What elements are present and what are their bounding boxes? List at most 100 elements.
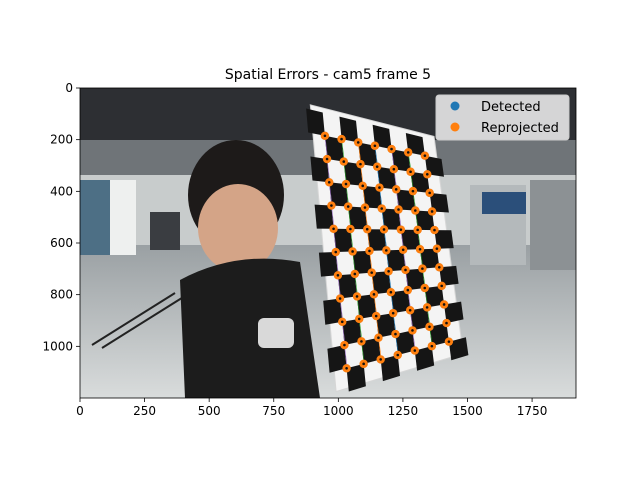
corner-dot <box>368 249 371 253</box>
corner-dot <box>416 228 419 232</box>
x-tick-label: 0 <box>76 404 84 418</box>
legend-label-reprojected: Reprojected <box>481 121 559 136</box>
corner-dot <box>342 160 346 163</box>
x-tick-label: 500 <box>198 404 221 418</box>
board-square <box>396 189 416 211</box>
board-square <box>420 248 440 269</box>
corner-dot <box>414 209 417 212</box>
corner-dot <box>323 134 327 138</box>
corner-dot <box>413 349 417 352</box>
board-square <box>310 156 330 183</box>
board-square <box>414 346 435 371</box>
corner-dot <box>380 207 384 210</box>
board-square <box>386 249 406 272</box>
corner-dot <box>428 325 431 329</box>
corner-dot <box>377 336 380 340</box>
legend-marker-reprojected <box>450 122 460 132</box>
corner-dot <box>437 265 441 269</box>
corner-dot <box>404 268 407 272</box>
x-tick-label: 750 <box>262 404 285 418</box>
x-tick-label: 1500 <box>452 404 483 418</box>
corner-dot <box>423 286 427 290</box>
chart-title: Spatial Errors - cam5 frame 5 <box>225 67 431 83</box>
y-tick-label: 0 <box>65 81 73 95</box>
corner-dot <box>340 137 343 141</box>
y-tick-label: 1000 <box>42 339 73 353</box>
corner-dot <box>428 191 431 195</box>
corner-dot <box>361 184 365 188</box>
corner-dot <box>334 250 338 254</box>
corner-dot <box>356 141 360 144</box>
corner-dot <box>374 314 378 318</box>
corner-dot <box>418 247 422 251</box>
corner-dot <box>399 228 403 231</box>
corner-dot <box>394 332 397 336</box>
corner-dot <box>408 308 412 312</box>
board-square <box>357 294 377 319</box>
corner-dot <box>365 227 369 231</box>
corner-dot <box>396 353 400 357</box>
board-square <box>352 250 372 274</box>
board-square <box>376 313 396 338</box>
corner-dot <box>409 170 412 174</box>
board-square <box>415 210 435 231</box>
corner-dot <box>425 306 429 309</box>
board-square <box>371 271 391 295</box>
board-square <box>318 252 338 277</box>
board-square <box>343 161 363 186</box>
corner-dot <box>406 151 410 154</box>
board-square <box>346 363 366 392</box>
corner-dot <box>394 188 398 191</box>
board-square <box>444 301 464 324</box>
corner-dot <box>346 205 350 208</box>
corner-dot <box>382 228 386 231</box>
x-axis: 0 250 500 750 1000 1250 1500 1750 <box>76 398 547 418</box>
y-tick-label: 800 <box>50 288 73 302</box>
corner-dot <box>390 147 393 151</box>
board-square <box>362 185 382 209</box>
corner-dot <box>385 249 388 252</box>
board-square <box>329 182 349 207</box>
corner-dot <box>340 320 344 324</box>
board-square <box>429 192 449 213</box>
corner-dot <box>447 340 451 343</box>
corner-dot <box>343 343 346 347</box>
board-square <box>306 108 325 136</box>
legend: Detected Reprojected <box>435 94 570 141</box>
board-square <box>395 330 415 355</box>
corner-dot <box>411 189 415 193</box>
corner-dot <box>442 303 446 306</box>
corner-dot <box>440 284 443 288</box>
board-square <box>381 208 401 230</box>
corner-dot <box>397 208 400 211</box>
board-square <box>424 285 445 308</box>
board-square <box>333 228 353 252</box>
board-square <box>337 274 357 299</box>
corner-dot <box>375 165 379 168</box>
corner-dot <box>387 269 390 273</box>
legend-label-detected: Detected <box>481 100 541 115</box>
corner-dot <box>378 186 381 189</box>
corner-dot <box>425 172 429 176</box>
board-square <box>390 290 411 314</box>
board-square <box>405 268 425 291</box>
x-tick-label: 1000 <box>323 404 354 418</box>
corner-dot <box>345 366 348 370</box>
board-square <box>429 323 449 347</box>
corner-dot <box>435 247 439 250</box>
board-square <box>348 206 368 230</box>
board-square <box>342 318 362 345</box>
corner-dot <box>411 329 414 332</box>
y-tick-label: 400 <box>50 184 73 198</box>
board-square <box>367 229 387 251</box>
corner-dot <box>359 162 362 166</box>
board-square <box>448 337 469 361</box>
corner-dot <box>349 227 352 231</box>
x-tick-label: 1250 <box>388 404 419 418</box>
corner-dot <box>363 206 367 209</box>
corner-dot <box>445 321 448 325</box>
corner-dot <box>389 290 393 294</box>
corner-dot <box>430 210 434 213</box>
reprojected-points <box>320 131 454 373</box>
